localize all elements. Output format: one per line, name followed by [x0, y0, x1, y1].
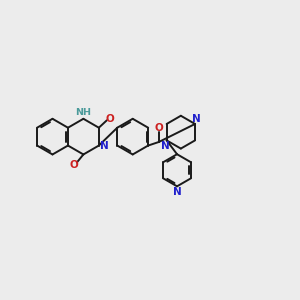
Text: O: O [105, 114, 114, 124]
Text: N: N [161, 141, 170, 151]
Text: NH: NH [75, 108, 92, 117]
Text: N: N [192, 114, 201, 124]
Text: O: O [154, 123, 163, 133]
Text: N: N [173, 187, 182, 197]
Text: N: N [100, 140, 109, 151]
Text: O: O [70, 160, 79, 170]
